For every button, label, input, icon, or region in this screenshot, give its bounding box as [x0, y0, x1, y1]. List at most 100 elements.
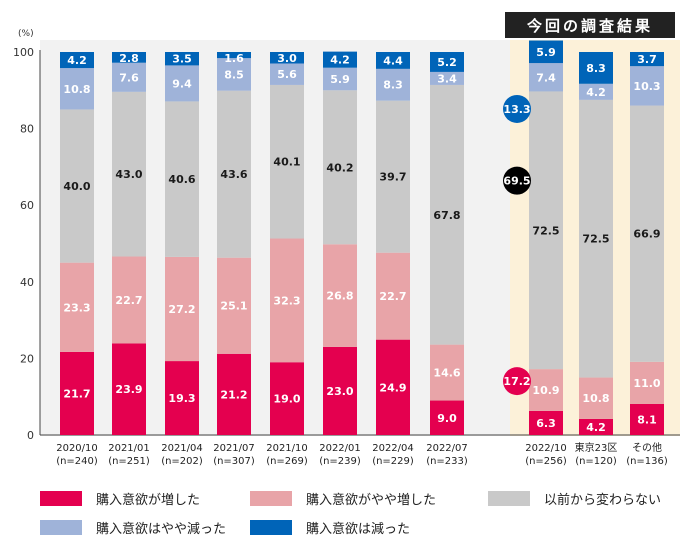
- bar-segment-decrease: [376, 52, 410, 69]
- bar-segment-increase: [529, 410, 563, 435]
- bar-segment-slight-increase: [430, 344, 464, 401]
- y-tick-label: 80: [20, 123, 34, 136]
- data-label-slight-decrease: 7.6: [119, 71, 139, 84]
- bar-segment-same: [529, 91, 563, 370]
- x-tick-n-label: (n=229): [372, 456, 414, 467]
- bar-segment-slight-increase: [112, 256, 146, 344]
- bar-segment-decrease: [630, 52, 664, 67]
- data-label-slight-increase: 11.0: [633, 377, 660, 390]
- data-label-slight-decrease: 8.5: [224, 68, 244, 81]
- legend-label-same: 以前から変わらない: [544, 492, 662, 508]
- data-label-same: 40.6: [168, 173, 195, 186]
- legend-swatch-slight-decrease: [40, 519, 82, 535]
- data-label-increase: 19.0: [273, 393, 300, 406]
- x-tick-n-label: (n=269): [266, 456, 308, 467]
- x-tick-n-label: (n=233): [426, 456, 468, 467]
- data-label-slight-increase: 25.1: [220, 300, 247, 313]
- data-label-same: 67.8: [433, 209, 460, 222]
- bar-segment-same: [430, 84, 464, 345]
- legend-item-same: 以前から変わらない: [488, 488, 661, 508]
- data-label-slight-decrease: 10.8: [63, 83, 90, 96]
- bar-segment-increase: [165, 361, 199, 435]
- bar-segment-same: [217, 90, 251, 258]
- bar-segment-decrease: [60, 52, 94, 69]
- callout-label-increase: 17.2: [503, 375, 530, 388]
- bar-segment-same: [630, 105, 664, 362]
- data-label-slight-increase: 26.8: [326, 290, 353, 303]
- bar-segment-slight-decrease: [112, 62, 146, 92]
- bar-segment-same: [579, 99, 613, 378]
- x-tick-label: 2021/04: [161, 443, 203, 454]
- legend-item-decrease: 購入意欲は減った: [250, 517, 410, 537]
- callout-circle-increase: [503, 367, 531, 396]
- x-tick-label: 2021/01: [108, 443, 150, 454]
- data-label-decrease: 3.5: [172, 53, 192, 66]
- data-label-slight-increase: 23.3: [63, 301, 90, 314]
- bar-segment-increase: [217, 353, 251, 435]
- legend-item-slight-increase: 購入意欲がやや増した: [250, 488, 436, 508]
- data-label-same: 40.2: [326, 161, 353, 174]
- legend-label-slight-decrease: 購入意欲はやや減った: [96, 521, 227, 537]
- data-label-increase: 9.0: [437, 412, 457, 425]
- data-label-slight-decrease: 10.3: [633, 80, 660, 93]
- bar-segment-slight-increase: [529, 369, 563, 411]
- bar-segment-decrease: [112, 52, 146, 63]
- data-label-increase: 4.2: [586, 421, 606, 434]
- callout-circle-decrease: [503, 94, 531, 123]
- data-label-slight-decrease: 9.4: [172, 77, 192, 90]
- bar-segment-slight-decrease: [323, 67, 357, 91]
- bar-segment-same: [165, 101, 199, 257]
- bar-segment-slight-decrease: [60, 68, 94, 110]
- bar-segment-decrease: [430, 52, 464, 72]
- data-label-decrease: 4.2: [67, 54, 87, 67]
- data-label-slight-decrease: 7.4: [536, 71, 556, 84]
- bar-segment-slight-decrease: [165, 65, 199, 102]
- data-label-increase: 23.0: [326, 385, 353, 398]
- y-tick-label: 100: [13, 46, 34, 59]
- legend-swatch-decrease: [250, 519, 292, 535]
- data-label-same: 66.9: [633, 228, 660, 241]
- data-label-slight-increase: 22.7: [379, 290, 406, 303]
- data-label-increase: 21.7: [63, 387, 90, 400]
- legend-swatch-increase: [40, 490, 82, 506]
- bar-segment-same: [270, 84, 304, 239]
- bar-segment-decrease: [323, 51, 357, 68]
- highlight-title: 今回の調査結果: [526, 17, 653, 35]
- data-label-decrease: 3.0: [277, 52, 297, 65]
- legend-swatch-same: [488, 490, 530, 506]
- data-label-increase: 23.9: [115, 383, 142, 396]
- data-label-decrease: 3.7: [637, 53, 657, 66]
- bar-segment-slight-increase: [165, 256, 199, 362]
- bar-segment-same: [60, 109, 94, 263]
- bar-segment-increase: [430, 400, 464, 435]
- legend-label-decrease: 購入意欲は減った: [306, 521, 411, 537]
- data-label-decrease: 8.3: [586, 62, 606, 75]
- data-label-increase: 8.1: [637, 413, 657, 426]
- bar-segment-increase: [376, 339, 410, 435]
- data-label-decrease: 2.8: [119, 52, 139, 65]
- y-tick-label: 0: [27, 429, 34, 442]
- y-unit-label: (%): [18, 29, 34, 39]
- bar-segment-slight-decrease: [217, 58, 251, 91]
- x-tick-label: 2021/07: [213, 443, 255, 454]
- bar-segment-increase: [270, 362, 304, 435]
- data-label-decrease: 4.4: [383, 54, 403, 67]
- bar-segment-slight-increase: [323, 244, 357, 347]
- x-tick-n-label: (n=240): [56, 456, 98, 467]
- data-label-slight-increase: 14.6: [433, 367, 460, 380]
- data-label-slight-increase: 32.3: [273, 294, 300, 307]
- data-label-slight-decrease: 5.6: [277, 68, 297, 81]
- bar-segment-same: [376, 100, 410, 253]
- x-tick-n-label: (n=239): [319, 456, 361, 467]
- x-tick-label: 2022/01: [319, 443, 361, 454]
- bar-segment-slight-decrease: [630, 66, 664, 106]
- bar-segment-decrease: [270, 52, 304, 64]
- bar-segment-slight-increase: [217, 257, 251, 354]
- data-label-slight-decrease: 5.9: [330, 73, 350, 86]
- data-label-increase: 21.2: [220, 388, 247, 401]
- data-label-decrease: 5.9: [536, 46, 556, 59]
- bar-segment-slight-decrease: [529, 63, 563, 92]
- data-label-same: 43.6: [220, 168, 247, 181]
- data-label-same: 43.0: [115, 168, 142, 181]
